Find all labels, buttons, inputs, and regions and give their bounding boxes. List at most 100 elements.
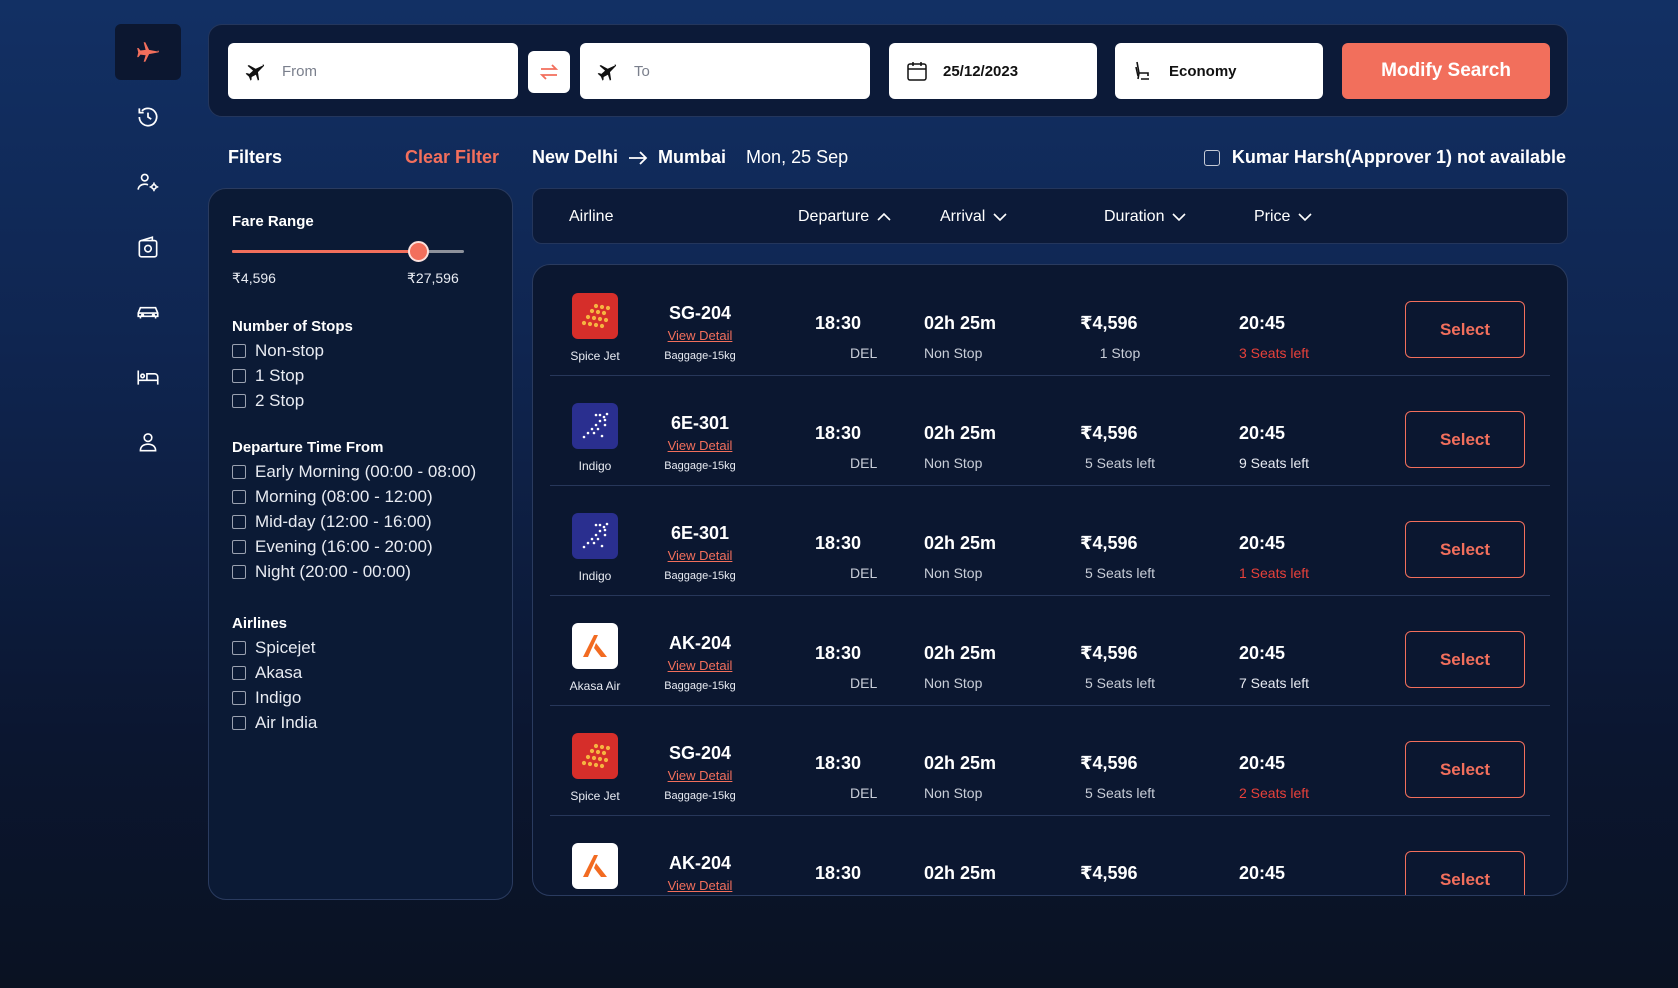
sidebar-item-flights[interactable] xyxy=(115,24,181,80)
airline-logo xyxy=(572,293,618,339)
option-label: Air India xyxy=(255,713,318,732)
departure-option-early-morning[interactable]: Early Morning (00:00 - 08:00) xyxy=(232,462,476,482)
view-detail-link[interactable]: View Detail xyxy=(667,768,733,783)
airline-logo xyxy=(572,513,618,559)
spicejet-logo-icon xyxy=(572,293,618,339)
filter-panel: Fare Range ₹4,596 ₹27,596 Number of Stop… xyxy=(208,188,513,900)
option-label: 1 Stop xyxy=(255,366,305,385)
flight-row: Indigo 6E-301 View Detail Baggage-15kg 1… xyxy=(550,491,1550,596)
sidebar-item-profile[interactable] xyxy=(115,414,181,470)
to-placeholder: To xyxy=(634,62,650,80)
airline-option-akasa[interactable]: Akasa xyxy=(232,663,302,683)
sort-price[interactable]: Price xyxy=(1254,208,1313,226)
checkbox[interactable] xyxy=(232,344,246,358)
select-button[interactable]: Select xyxy=(1405,411,1525,468)
profile-icon xyxy=(139,433,157,452)
car-icon xyxy=(137,306,159,319)
checkbox[interactable] xyxy=(232,465,246,479)
sort-departure[interactable]: Departure xyxy=(798,208,891,226)
flight-number: AK-204 xyxy=(668,853,732,873)
seats-left: 7 Seats left xyxy=(1239,675,1310,691)
approver-checkbox[interactable] xyxy=(1203,149,1220,166)
sort-duration[interactable]: Duration xyxy=(1104,208,1187,226)
date-field[interactable]: 25/12/2023 xyxy=(889,43,1097,99)
cabin-field[interactable]: Economy xyxy=(1115,43,1323,99)
sidebar-item-user-settings[interactable] xyxy=(115,154,181,210)
airline-option-air-india[interactable]: Air India xyxy=(232,713,317,733)
airline-option-spicejet[interactable]: Spicejet xyxy=(232,638,315,658)
approver-toggle[interactable]: Kumar Harsh(Approver 1) not available xyxy=(1203,147,1566,168)
departure-airport: DEL xyxy=(850,345,878,361)
fare-range-handle[interactable] xyxy=(407,241,429,262)
checkbox[interactable] xyxy=(232,540,246,554)
sort-arrival[interactable]: Arrival xyxy=(940,208,1007,226)
checkbox[interactable] xyxy=(232,716,246,730)
departure-option-night[interactable]: Night (20:00 - 00:00) xyxy=(232,562,411,582)
fare: ₹4,596 xyxy=(1080,863,1138,883)
flight-row: Akasa Air AK-204 View Detail Baggage-15k… xyxy=(550,821,1550,896)
arrival-time: 20:45 xyxy=(1239,643,1286,663)
arrival-time: 20:45 xyxy=(1239,863,1286,883)
baggage-allowance: Baggage-15kg xyxy=(664,680,736,692)
departure-time: 18:30 xyxy=(815,753,862,773)
checkbox[interactable] xyxy=(232,369,246,383)
checkbox[interactable] xyxy=(232,394,246,408)
airlines-title: Airlines xyxy=(232,615,288,632)
search-bar: From To 25/12/2023 Economy Modify Search xyxy=(208,24,1568,117)
stops-title: Number of Stops xyxy=(232,318,353,335)
airline-name: Spice Jet xyxy=(570,789,620,803)
checkbox[interactable] xyxy=(232,691,246,705)
fare-subtext: 5 Seats left xyxy=(1084,565,1156,581)
option-label: Evening (16:00 - 20:00) xyxy=(255,537,433,556)
results-table-header: Airline Departure Arrival Duration Price xyxy=(532,188,1568,244)
departure-airport: DEL xyxy=(850,455,878,471)
view-detail-link[interactable]: View Detail xyxy=(667,878,733,893)
select-button[interactable]: Select xyxy=(1405,301,1525,358)
swap-button[interactable] xyxy=(528,51,570,93)
arrival-time: 20:45 xyxy=(1239,313,1286,333)
airplane-icon xyxy=(597,64,617,81)
arrival-time: 20:45 xyxy=(1239,753,1286,773)
checkbox[interactable] xyxy=(232,666,246,680)
sidebar-item-wallet[interactable] xyxy=(115,219,181,275)
chevron-up-icon xyxy=(877,212,891,221)
sidebar-item-hotel[interactable] xyxy=(115,349,181,405)
fare-range-slider[interactable] xyxy=(232,241,464,262)
airplane-icon xyxy=(137,42,159,62)
from-field[interactable]: From xyxy=(228,43,518,99)
departure-option-evening[interactable]: Evening (16:00 - 20:00) xyxy=(232,537,433,557)
checkbox[interactable] xyxy=(232,565,246,579)
baggage-allowance: Baggage-15kg xyxy=(664,460,736,472)
view-detail-link[interactable]: View Detail xyxy=(667,328,733,343)
user-settings-icon xyxy=(137,173,159,192)
clear-filter-link[interactable]: Clear Filter xyxy=(405,147,500,167)
view-detail-link[interactable]: View Detail xyxy=(667,438,733,453)
checkbox[interactable] xyxy=(232,490,246,504)
view-detail-link[interactable]: View Detail xyxy=(667,658,733,673)
airline-logo xyxy=(572,843,618,889)
stop-option-2[interactable]: 2 Stop xyxy=(232,391,304,411)
select-button[interactable]: Select xyxy=(1405,521,1525,578)
checkbox[interactable] xyxy=(232,641,246,655)
airline-option-indigo[interactable]: Indigo xyxy=(232,688,301,708)
departure-option-midday[interactable]: Mid-day (12:00 - 16:00) xyxy=(232,512,432,532)
select-button[interactable]: Select xyxy=(1405,741,1525,798)
seat-icon xyxy=(1135,61,1149,80)
stops: Non Stop xyxy=(924,895,982,896)
duration: 02h 25m xyxy=(924,643,997,663)
select-button[interactable]: Select xyxy=(1405,851,1525,895)
departure-time-title: Departure Time From xyxy=(232,439,384,456)
stop-option-1[interactable]: 1 Stop xyxy=(232,366,304,386)
stop-option-nonstop[interactable]: Non-stop xyxy=(232,341,324,361)
akasa-logo-icon xyxy=(572,623,618,669)
departure-option-morning[interactable]: Morning (08:00 - 12:00) xyxy=(232,487,433,507)
sidebar-item-history[interactable] xyxy=(115,89,181,145)
modify-search-button[interactable]: Modify Search xyxy=(1342,43,1550,99)
sidebar-item-car[interactable] xyxy=(115,284,181,340)
checkbox[interactable] xyxy=(232,515,246,529)
select-button[interactable]: Select xyxy=(1405,631,1525,688)
option-label: Morning (08:00 - 12:00) xyxy=(255,487,433,506)
flight-row: Spice Jet SG-204 View Detail Baggage-15k… xyxy=(550,271,1550,376)
view-detail-link[interactable]: View Detail xyxy=(667,548,733,563)
to-field[interactable]: To xyxy=(580,43,870,99)
